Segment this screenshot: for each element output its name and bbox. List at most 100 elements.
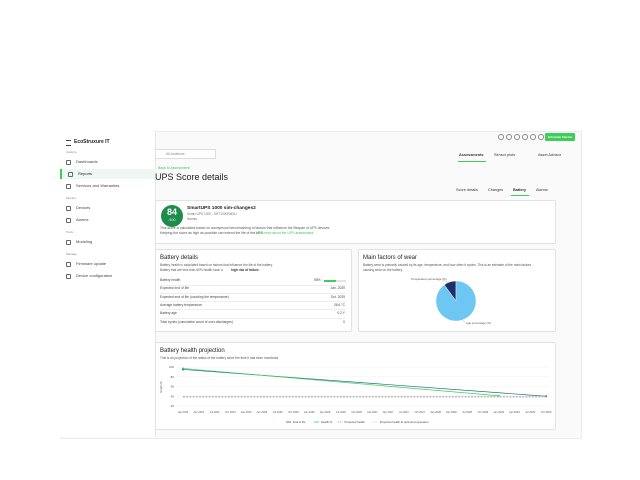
learn-more-link[interactable]: Learn more about the UPS assessment bbox=[254, 231, 314, 235]
pie-label: Temperature percentage (%) bbox=[411, 277, 447, 281]
series-point bbox=[182, 367, 184, 370]
nav-icon bbox=[66, 218, 71, 223]
sub-tab[interactable]: Alarms bbox=[536, 188, 548, 192]
nav-item[interactable]: Device configuration bbox=[60, 271, 155, 281]
pie-label: Age percentage (%) bbox=[466, 321, 491, 325]
card-description: Battery health is calculated based on fa… bbox=[160, 263, 273, 267]
nav-item[interactable]: Dashboards bbox=[60, 157, 155, 167]
nav-icon bbox=[66, 160, 71, 165]
detail-label: Expected end of life (counting the tempe… bbox=[160, 294, 229, 299]
nav-item[interactable]: Alarms bbox=[60, 215, 155, 225]
x-tick-label: Oct 2024 bbox=[225, 410, 236, 414]
nav-label[interactable]: Devices bbox=[76, 205, 91, 210]
card-title: Battery health projection bbox=[160, 348, 225, 354]
toolbar-icon[interactable] bbox=[522, 134, 528, 140]
card-description: Battery that are less than 60% health ha… bbox=[160, 268, 223, 272]
nav-icon bbox=[68, 172, 73, 177]
section-title: Tools bbox=[66, 230, 74, 234]
y-tick-label: 60 bbox=[171, 385, 175, 389]
nav-item[interactable]: Firmware update bbox=[60, 259, 155, 269]
x-tick-label: Oct 2029 bbox=[541, 410, 552, 414]
score-value: 84 bbox=[166, 207, 177, 217]
y-axis-title: Health % bbox=[159, 381, 163, 393]
toolbar-icon[interactable] bbox=[506, 134, 512, 140]
row-divider bbox=[160, 292, 346, 294]
pie-chart: Temperature percentage (%) Age percentage… bbox=[411, 277, 491, 325]
device-name: SmartUPS 1000 sim-changes2 bbox=[187, 206, 256, 211]
toolbar-icon[interactable] bbox=[498, 134, 504, 140]
health-bar bbox=[324, 279, 337, 282]
y-tick-label: 40 bbox=[171, 394, 175, 398]
battery-details-card: Battery details Battery health is calcula… bbox=[155, 249, 352, 332]
toolbar-icon[interactable] bbox=[538, 134, 544, 140]
projection-card: Battery health projection This is an proj… bbox=[155, 342, 556, 430]
location-select[interactable]: All locations bbox=[155, 149, 216, 159]
nav-label[interactable]: Services and Warranties bbox=[76, 183, 120, 188]
toolbar-icon[interactable] bbox=[514, 134, 520, 140]
row-divider bbox=[160, 301, 346, 303]
sub-tab[interactable]: Score details bbox=[456, 188, 478, 192]
detail-value: 26.6 °C bbox=[333, 302, 345, 307]
x-tick-label: Jan 2024 bbox=[178, 410, 189, 414]
x-tick-label: Apr 2024 bbox=[194, 410, 205, 414]
brand: EcoStruxure IT bbox=[74, 139, 110, 145]
x-tick-label: Apr 2026 bbox=[320, 410, 331, 414]
legend-label: Projected health at optimal temperature bbox=[380, 420, 429, 424]
sub-tab[interactable]: Battery bbox=[513, 188, 527, 192]
row-divider bbox=[160, 317, 346, 319]
x-tick-label: Apr 2029 bbox=[509, 410, 520, 414]
toolbar-icon[interactable] bbox=[530, 134, 536, 140]
nav-icon bbox=[66, 184, 71, 189]
top-tab-underline bbox=[458, 161, 486, 162]
card-title: Battery details bbox=[160, 255, 199, 261]
x-tick-label: Jul 2024 bbox=[210, 410, 220, 414]
top-tab[interactable]: Asset Advisor bbox=[538, 153, 562, 157]
legend-label: End of life bbox=[293, 420, 306, 424]
sub-tab[interactable]: Changes bbox=[488, 188, 504, 192]
nav-label[interactable]: Device configuration bbox=[76, 273, 113, 278]
x-tick-label: Jan 2029 bbox=[493, 410, 504, 414]
nav-icon bbox=[66, 240, 71, 245]
detail-label: Battery health bbox=[160, 278, 181, 282]
nav-label[interactable]: Firmware update bbox=[76, 261, 107, 266]
x-tick-label: Jan 2025 bbox=[241, 410, 252, 414]
nav-label[interactable]: Modeling bbox=[76, 239, 93, 244]
score-card: 84/100 SmartUPS 1000 sim-changes2 Smart-UP… bbox=[155, 200, 556, 244]
nav-icon bbox=[66, 274, 71, 279]
x-tick-label: Oct 2026 bbox=[351, 410, 362, 414]
y-tick-label: 100 bbox=[169, 365, 174, 369]
vendor-button[interactable]: Schneider Electric bbox=[545, 133, 575, 141]
sub-tab-underline bbox=[511, 195, 529, 196]
x-tick-label: Jul 2025 bbox=[273, 410, 283, 414]
nav-label[interactable]: Reports bbox=[78, 171, 93, 176]
nav-item[interactable]: Services and Warranties bbox=[60, 181, 155, 191]
x-tick-label: Jan 2026 bbox=[304, 410, 315, 414]
nav-label[interactable]: Alarms bbox=[76, 217, 89, 222]
wear-card: Main factors of wear Battery wear is prim… bbox=[358, 249, 556, 332]
card-description: Battery wear is primarily caused by its … bbox=[363, 263, 532, 267]
card-description-bold: high risk of failure. bbox=[231, 268, 260, 272]
x-tick-label: Jul 2028 bbox=[462, 410, 472, 414]
sidebar: EcoStruxure IT Analyze Dashboards Reports Se… bbox=[60, 131, 157, 437]
top-tab[interactable]: Assessments bbox=[459, 153, 484, 157]
nav-label[interactable]: Dashboards bbox=[76, 159, 98, 164]
legend-label: Health % bbox=[321, 420, 333, 424]
detail-label: Expected end of life bbox=[160, 286, 189, 291]
back-link[interactable]: Back to Assessment bbox=[158, 166, 190, 170]
x-tick-label: Oct 2028 bbox=[478, 410, 489, 414]
device-model: Smart-UPS 1000 - SRT1000RMXLI bbox=[187, 212, 238, 216]
top-tab[interactable]: Sensor plots bbox=[494, 153, 516, 157]
line-chart: Health % 20 40 60 80 100 Jan 2024 Apr 2024 Jul 2… bbox=[159, 365, 552, 424]
x-tick-label: Jul 2027 bbox=[399, 410, 409, 414]
x-tick-label: Oct 2027 bbox=[414, 410, 425, 414]
nav-item[interactable]: Reports bbox=[60, 169, 157, 179]
row-divider bbox=[160, 284, 346, 286]
menu-icon bbox=[66, 140, 71, 146]
section-title: Manage bbox=[66, 252, 77, 256]
detail-value: Oct. 2029 bbox=[330, 294, 345, 299]
nav-item[interactable]: Devices bbox=[60, 203, 155, 213]
pie-leader bbox=[442, 279, 450, 284]
pie-slice bbox=[435, 280, 477, 322]
section-title: Analyze bbox=[66, 150, 77, 154]
nav-item[interactable]: Modeling bbox=[60, 237, 155, 247]
